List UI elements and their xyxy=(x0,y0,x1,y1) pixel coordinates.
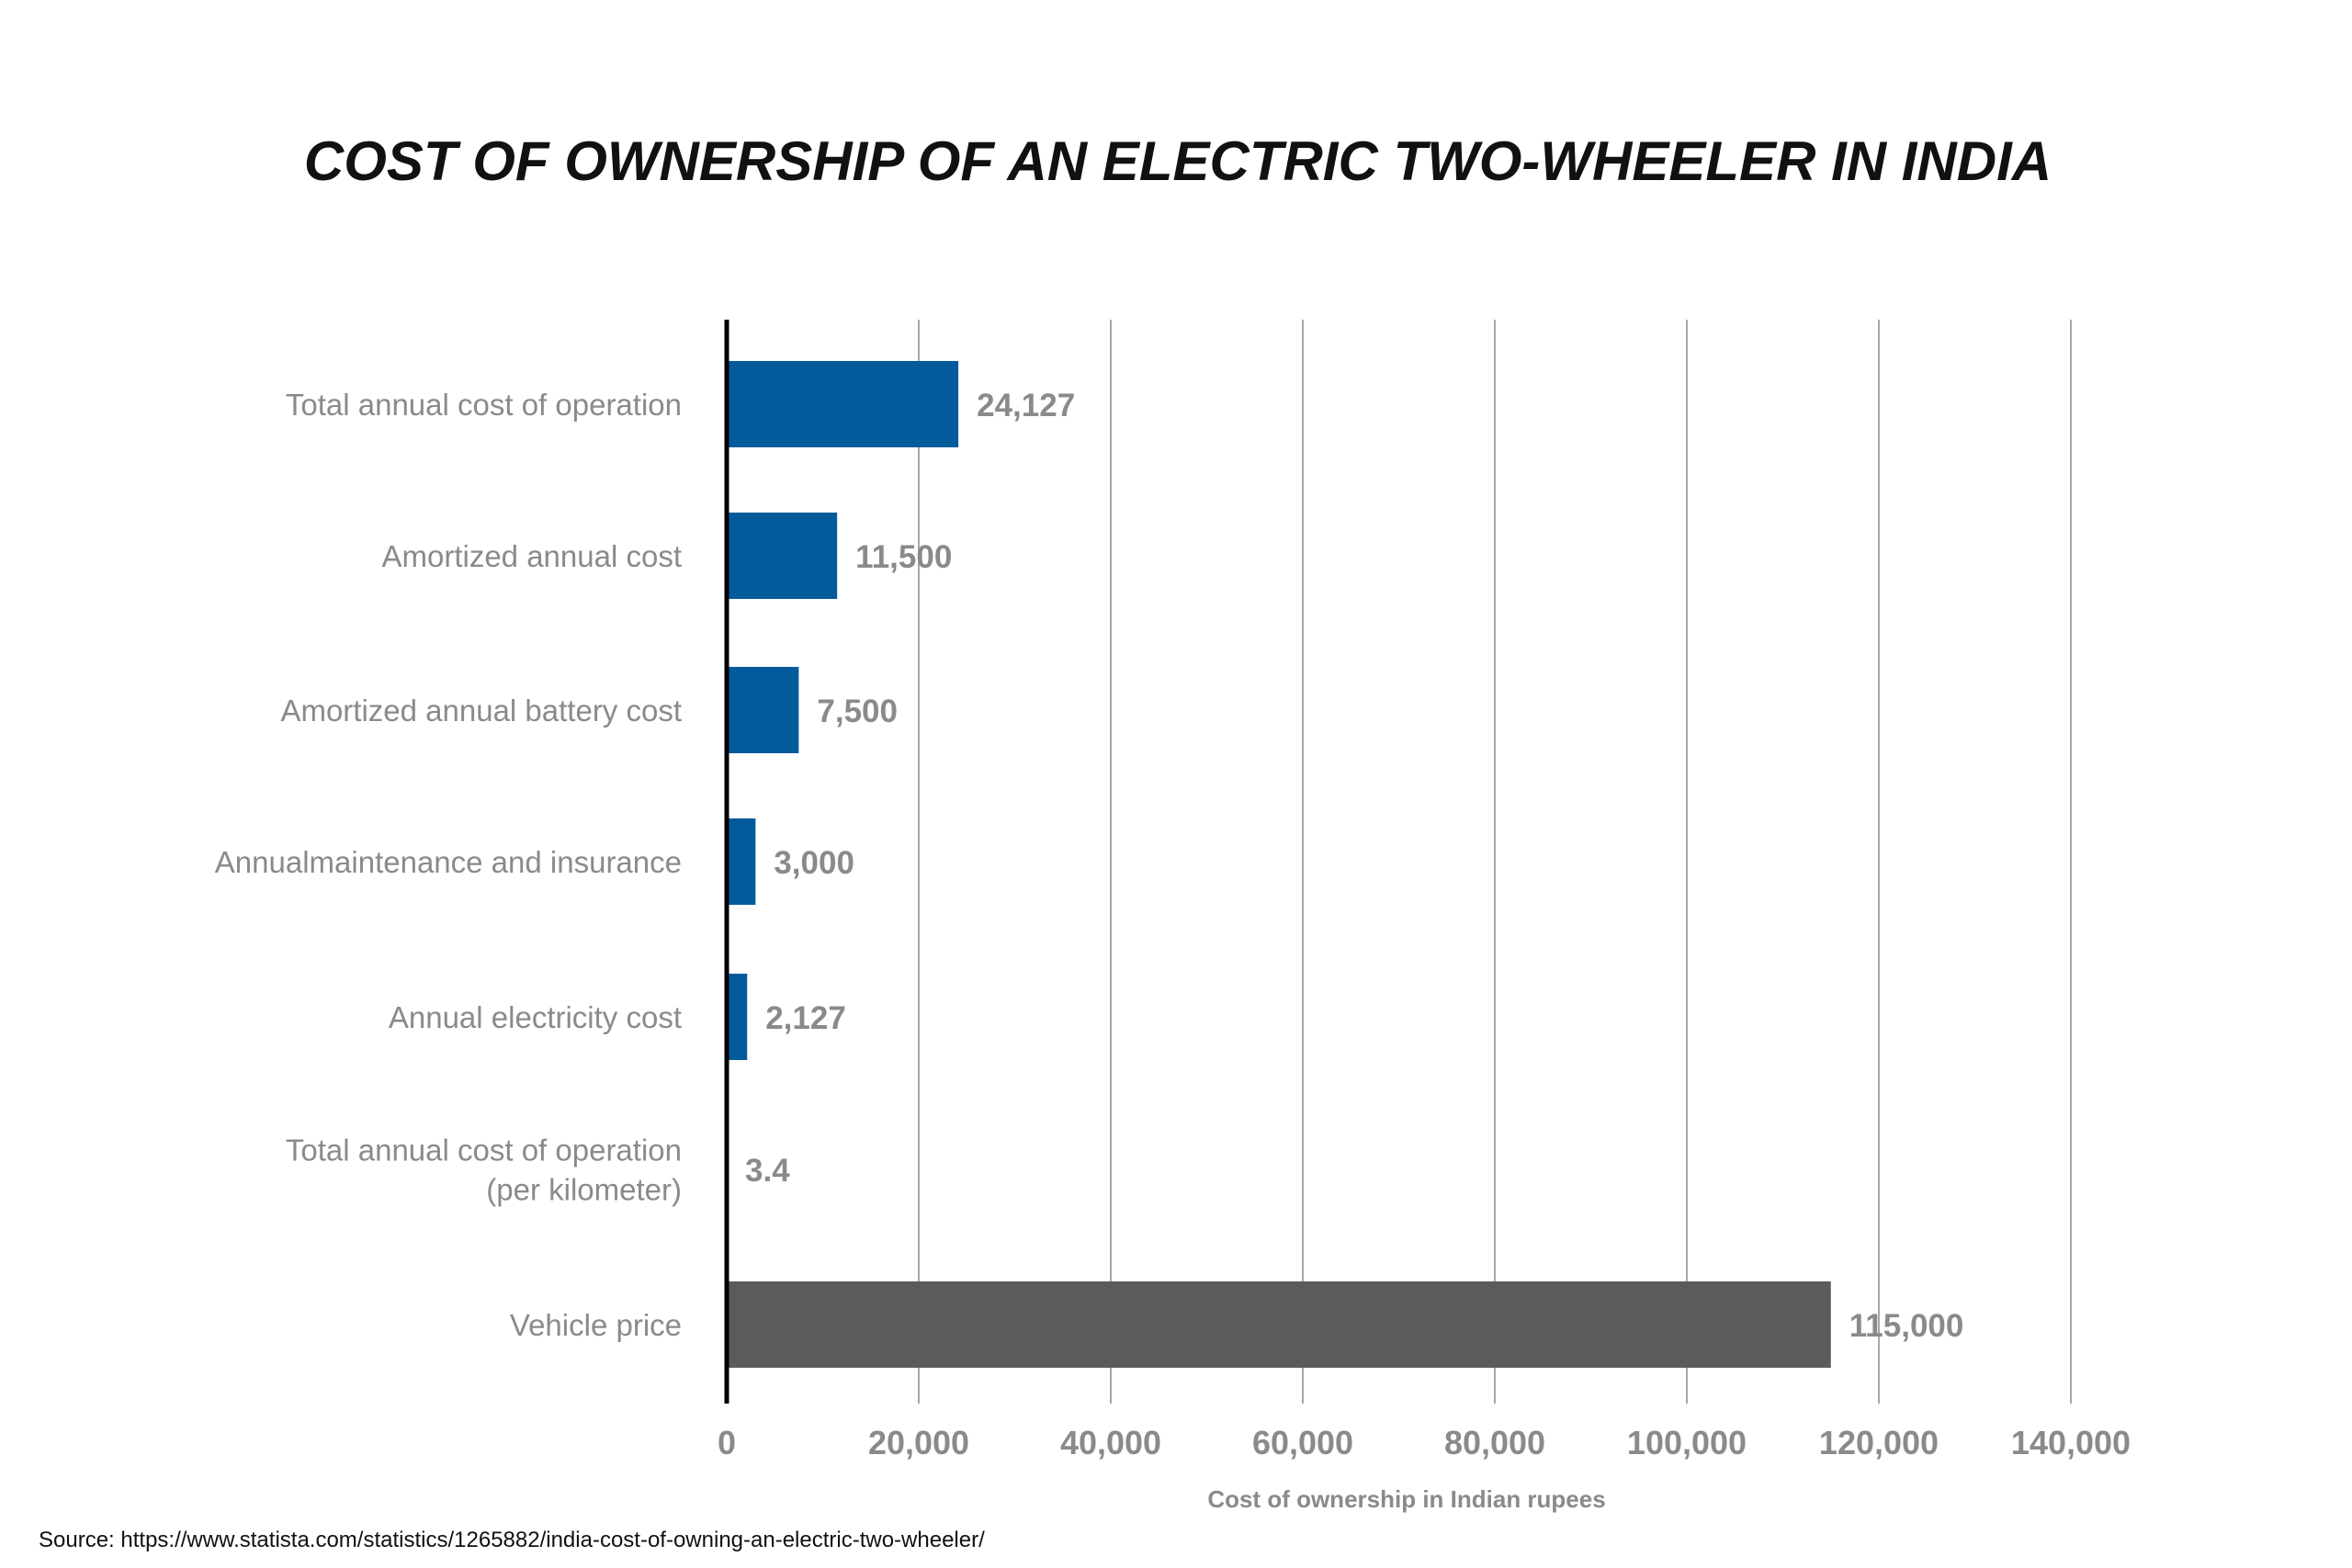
category-labels: Total annual cost of operation Amortized … xyxy=(215,388,682,1342)
data-label-6: 115,000 xyxy=(1849,1308,1964,1344)
x-tick-label-3: 60,000 xyxy=(1252,1424,1353,1461)
category-label-5-line-1: (per kilometer) xyxy=(486,1173,682,1207)
bar-3 xyxy=(727,818,756,905)
x-tick-label-6: 120,000 xyxy=(1819,1424,1939,1461)
bar-0 xyxy=(727,361,959,447)
data-label-2: 7,500 xyxy=(817,694,898,729)
category-label-3: Annualmaintenance and insurance xyxy=(215,845,682,879)
data-label-0: 24,127 xyxy=(977,388,1075,423)
bar-4 xyxy=(727,974,748,1060)
chart-title: COST OF OWNERSHIP OF AN ELECTRIC TWO-WHE… xyxy=(304,130,2052,192)
bar-1 xyxy=(727,513,838,599)
bar-6 xyxy=(727,1281,1831,1368)
category-label-1: Amortized annual cost xyxy=(381,539,682,573)
category-label-0: Total annual cost of operation xyxy=(286,388,682,422)
x-tick-label-7: 140,000 xyxy=(2011,1424,2131,1461)
x-tick-label-5: 100,000 xyxy=(1627,1424,1747,1461)
x-axis-title: Cost of ownership in Indian rupees xyxy=(1207,1485,1605,1513)
category-label-4: Annual electricity cost xyxy=(389,1000,682,1034)
bars xyxy=(727,361,1831,1368)
bar-2 xyxy=(727,667,799,753)
data-label-5: 3.4 xyxy=(745,1153,790,1189)
category-label-2: Amortized annual battery cost xyxy=(280,694,682,728)
source-note: Source: https://www.statista.com/statist… xyxy=(39,1528,985,1552)
x-tick-label-2: 40,000 xyxy=(1060,1424,1161,1461)
data-label-3: 3,000 xyxy=(774,845,854,881)
data-label-4: 2,127 xyxy=(765,1000,846,1036)
gridlines xyxy=(918,320,2072,1404)
x-tick-labels: 0 20,000 40,000 60,000 80,000 100,000 120,000 1… xyxy=(718,1424,2131,1461)
x-tick-label-0: 0 xyxy=(718,1424,736,1461)
x-tick-label-1: 20,000 xyxy=(868,1424,969,1461)
category-label-6: Vehicle price xyxy=(510,1308,682,1342)
category-label-5-line-0: Total annual cost of operation xyxy=(286,1134,682,1168)
x-tick-label-4: 80,000 xyxy=(1444,1424,1545,1461)
data-labels: 24,127 11,500 7,500 3,000 2,127 3.4 115,000 xyxy=(745,388,1963,1344)
data-label-1: 11,500 xyxy=(855,539,952,575)
